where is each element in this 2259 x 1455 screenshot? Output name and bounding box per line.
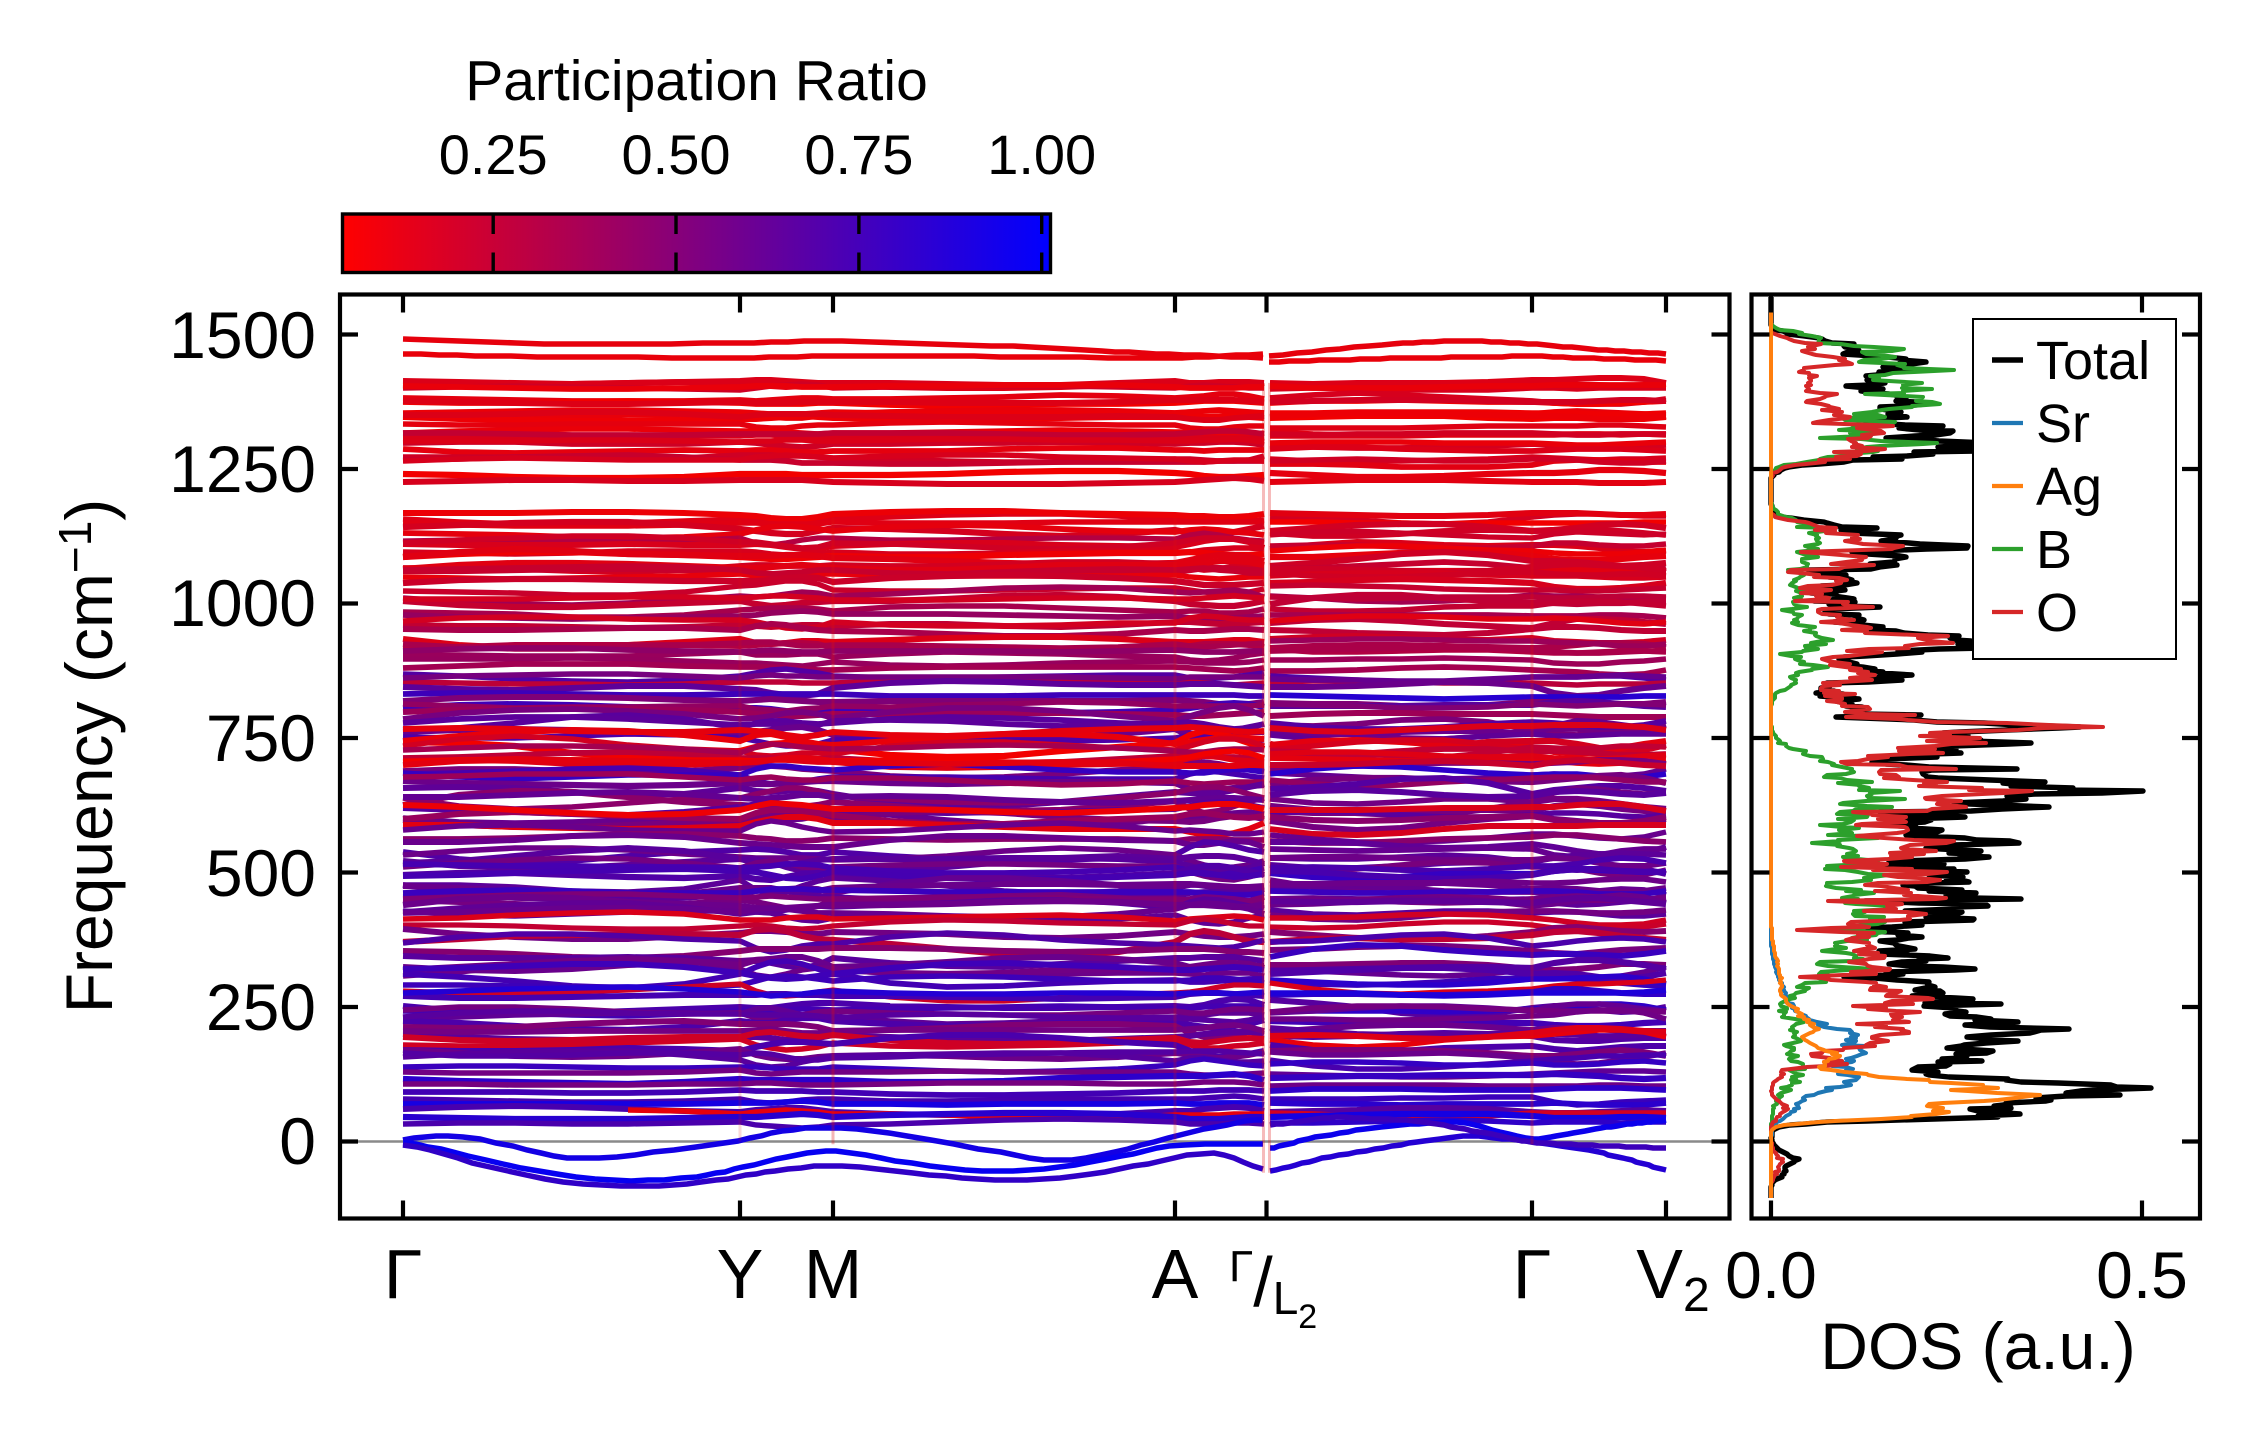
- svg-text:1000: 1000: [169, 566, 316, 640]
- svg-text:Γ: Γ: [1513, 1235, 1552, 1313]
- svg-text:M: M: [804, 1235, 862, 1313]
- svg-text:1250: 1250: [169, 432, 316, 506]
- svg-text:1.00: 1.00: [987, 123, 1096, 186]
- svg-text:750: 750: [206, 701, 316, 775]
- svg-text:0.5: 0.5: [2096, 1238, 2188, 1312]
- svg-text:A: A: [1152, 1235, 1199, 1313]
- svg-text:O: O: [2036, 583, 2078, 643]
- svg-text:DOS (a.u.): DOS (a.u.): [1820, 1309, 2135, 1383]
- svg-text:Y: Y: [717, 1235, 764, 1313]
- svg-text:250: 250: [206, 970, 316, 1044]
- svg-text:Sr: Sr: [2036, 394, 2090, 454]
- svg-text:B: B: [2036, 520, 2072, 580]
- svg-text:Ag: Ag: [2036, 457, 2102, 517]
- svg-text:0.75: 0.75: [804, 123, 913, 186]
- svg-text:1500: 1500: [169, 298, 316, 372]
- svg-text:Total: Total: [2036, 331, 2150, 391]
- svg-text:Participation Ratio: Participation Ratio: [465, 49, 928, 113]
- svg-text:Γ/L2: Γ/L2: [1229, 1242, 1317, 1336]
- svg-text:0.0: 0.0: [1725, 1238, 1817, 1312]
- svg-text:V2: V2: [1636, 1235, 1709, 1322]
- svg-text:0.50: 0.50: [622, 123, 731, 186]
- svg-text:0: 0: [279, 1104, 316, 1178]
- svg-text:Frequency (cm−1): Frequency (cm−1): [49, 499, 126, 1014]
- svg-text:Γ: Γ: [384, 1235, 423, 1313]
- svg-text:0.25: 0.25: [439, 123, 548, 186]
- svg-text:500: 500: [206, 836, 316, 910]
